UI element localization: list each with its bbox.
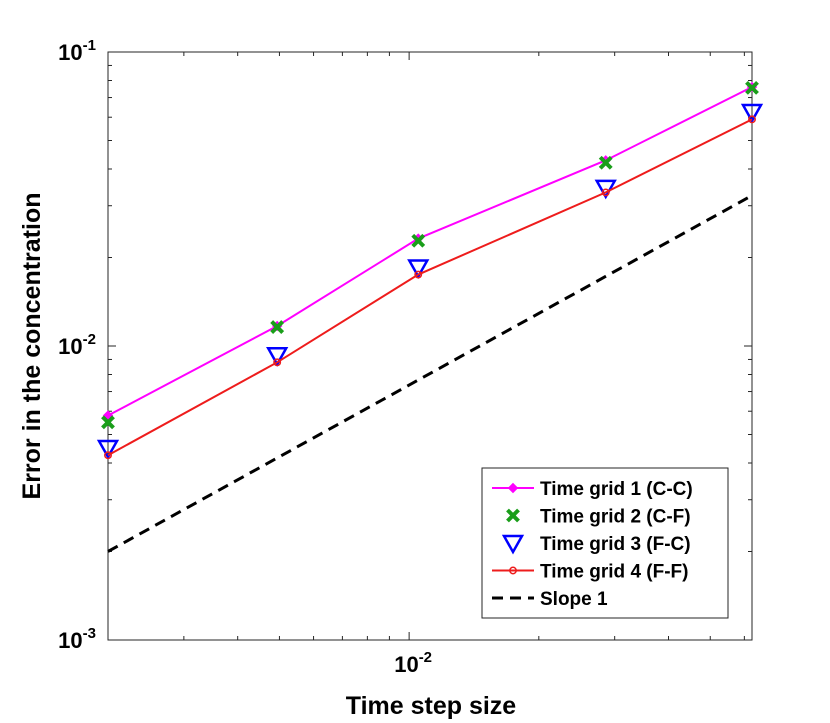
data-point [104,451,112,460]
legend-label: Time grid 3 (F-C) [540,534,691,555]
series-5 [107,194,753,553]
data-point [594,179,617,200]
data-point [601,188,610,197]
data-point [411,233,426,248]
data-point [266,347,289,367]
x-stroke [101,415,115,430]
data-point [270,320,285,334]
legend-label: Slope 1 [540,589,608,610]
legend: Time grid 1 (C-C) Time grid 2 (C-F) Time g… [481,467,729,619]
series-line [107,118,753,457]
x-stroke [411,233,426,248]
y-tick-label: 10-1 [58,37,96,65]
series-2 [101,80,759,430]
y-tick-label: 10-3 [58,625,96,653]
legend-label: Time grid 4 (F-F) [540,562,688,583]
legend-marker [509,566,517,575]
data-point [414,270,423,279]
legend-marker [506,508,520,523]
legend-item: Time grid 4 (F-F) [492,562,688,583]
legend-item: Time grid 2 (C-F) [506,507,691,528]
legend-label: Time grid 1 (C-C) [540,479,693,500]
series-line [107,194,753,553]
x-tick-label: 10-2 [394,649,432,677]
tick-labels: 10-3 10-2 10-1 10-2 [58,37,432,677]
legend-label: Time grid 2 (C-F) [540,507,691,528]
legend-box [481,467,729,619]
data-point [101,415,115,430]
data-point [748,115,756,124]
series-3 [96,103,764,460]
data-point [407,259,430,280]
x-stroke [270,320,285,334]
y-axis-label: Error in the concentration [18,193,46,500]
legend-marker [501,534,525,555]
x-stroke [506,508,520,523]
data-point [745,80,759,95]
series-layer [96,80,764,553]
data-point [96,439,120,460]
legend-item: Time grid 1 (C-C) [492,479,693,500]
data-point [598,155,613,170]
x-stroke [598,155,613,170]
x-stroke [745,80,759,95]
legend-marker [507,482,519,494]
legend-item: Time grid 3 (F-C) [501,534,691,555]
x-axis-label: Time step size [346,692,517,720]
minor-ticks [107,51,752,641]
y-tick-label: 10-2 [58,331,96,359]
series-4 [104,115,756,460]
data-point [740,103,764,124]
data-point [273,358,282,367]
legend-item: Slope 1 [492,589,608,610]
